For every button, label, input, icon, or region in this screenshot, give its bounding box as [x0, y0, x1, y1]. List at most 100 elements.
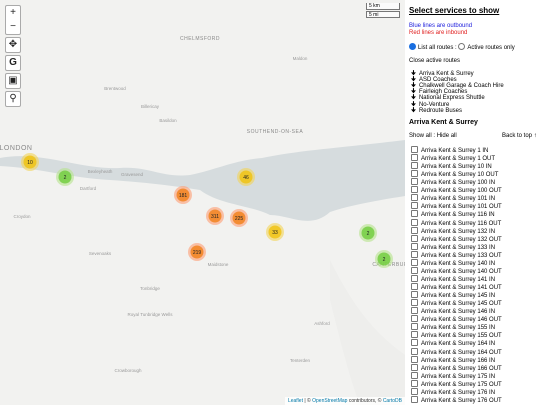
route-checkbox[interactable] — [411, 202, 418, 210]
hide-all[interactable]: Hide all — [436, 133, 457, 139]
route-checkbox[interactable] — [411, 266, 418, 274]
route-label: Arriva Kent & Surrey 166 OUT — [421, 365, 502, 372]
leaflet-link[interactable]: Leaflet — [287, 398, 303, 404]
cluster-core — [176, 188, 190, 202]
operator-link[interactable]: 🠋 Arriva Kent & Surrey — [411, 69, 474, 79]
show-all[interactable]: Show all — [409, 133, 432, 139]
route-checkbox[interactable] — [411, 194, 418, 202]
route-label: Arriva Kent & Surrey 116 IN — [421, 212, 495, 219]
radio-active[interactable] — [458, 43, 466, 50]
marker-cluster[interactable]: 10 — [21, 153, 39, 171]
back-to-top[interactable]: Back to top ↑ — [502, 133, 537, 139]
route-checkbox[interactable] — [411, 162, 418, 170]
cluster-core — [208, 209, 222, 223]
route-checkbox[interactable] — [411, 307, 418, 315]
route-checkbox[interactable] — [411, 291, 418, 299]
marker-cluster[interactable]: 181 — [174, 186, 192, 204]
radio-all[interactable] — [409, 43, 416, 50]
route-checkbox[interactable] — [411, 299, 418, 307]
route-checkbox[interactable] — [411, 146, 418, 153]
radio-row: List all routes : Active routes only — [409, 43, 515, 51]
route-checkbox[interactable] — [411, 170, 418, 178]
route-label: Arriva Kent & Surrey 10 IN — [421, 164, 492, 171]
place-label: Sevenoaks — [89, 251, 112, 256]
marker-cluster[interactable]: 2 — [375, 250, 393, 268]
route-checkbox[interactable] — [411, 210, 418, 218]
route-item: Arriva Kent & Surrey 145 IN — [411, 291, 495, 299]
place-label: Bexleyheath — [88, 169, 113, 174]
operator-link[interactable]: 🠋 National Express Shuttle — [411, 93, 485, 103]
route-item: Arriva Kent & Surrey 166 IN — [411, 355, 495, 364]
route-checkbox[interactable] — [411, 283, 418, 291]
route-checkbox[interactable] — [411, 186, 418, 194]
route-checkbox[interactable] — [411, 315, 418, 323]
route-checkbox[interactable] — [411, 178, 418, 186]
cluster-core — [268, 225, 282, 239]
operator-name: No-Venture — [418, 101, 450, 108]
route-checkbox[interactable] — [411, 242, 418, 250]
route-checkbox[interactable] — [411, 339, 418, 347]
route-checkbox[interactable] — [411, 355, 418, 363]
outbound-note: Blue lines are outbound — [409, 23, 473, 29]
map[interactable]: LONDON CHELMSFORD Billericay Basildon SOUTHE… — [0, 0, 405, 405]
carto-link[interactable]: CartoDB — [382, 398, 402, 404]
route-label: Arriva Kent & Surrey 101 OUT — [421, 204, 502, 211]
osm-link[interactable]: OpenStreetMap — [312, 398, 348, 404]
route-item: Arriva Kent & Surrey 146 OUT — [411, 315, 502, 323]
route-item: Arriva Kent & Surrey 176 OUT — [411, 395, 502, 404]
route-checkbox[interactable] — [411, 371, 418, 379]
route-checkbox[interactable] — [411, 258, 418, 266]
route-checkbox[interactable] — [411, 363, 418, 371]
close-active[interactable]: Close active routes — [409, 58, 461, 64]
marker-cluster[interactable]: 219 — [188, 243, 206, 261]
marker-cluster[interactable]: 33 — [266, 223, 284, 241]
marker-cluster[interactable]: 46 — [237, 168, 255, 186]
zoom-in[interactable]: + — [10, 7, 16, 18]
operator-link[interactable]: 🠋 Redroute Buses — [411, 106, 462, 116]
route-checkbox[interactable] — [411, 218, 418, 226]
g-button[interactable]: G — [5, 55, 21, 71]
route-checkbox[interactable] — [411, 387, 418, 395]
marker-cluster[interactable]: 225 — [230, 209, 248, 227]
arrow-icon: 🠋 — [411, 89, 416, 96]
operator-link[interactable]: 🠋 Fairleigh Coaches — [411, 87, 467, 97]
route-item: Arriva Kent & Surrey 175 OUT — [411, 379, 502, 388]
cluster-count: 311 — [211, 214, 219, 220]
operator-link[interactable]: 🠋 ASD Coaches — [411, 75, 457, 85]
route-item: Arriva Kent & Surrey 146 IN — [411, 307, 495, 315]
route-label: Arriva Kent & Surrey 140 OUT — [421, 268, 502, 275]
route-item: Arriva Kent & Surrey 176 IN — [411, 387, 495, 396]
route-checkbox[interactable] — [411, 226, 418, 234]
zoom-out[interactable]: − — [10, 21, 16, 32]
operator-name: Fairleigh Coaches — [418, 89, 468, 96]
route-checkbox[interactable] — [411, 154, 418, 162]
place-label: CHELMSFORD — [180, 36, 220, 42]
cluster-core — [239, 170, 253, 184]
operator-name: ASD Coaches — [418, 77, 457, 84]
route-label: Arriva Kent & Surrey 133 OUT — [421, 252, 502, 259]
bus-button[interactable]: ▣ — [5, 73, 21, 89]
route-item: Arriva Kent & Surrey 101 IN — [411, 194, 495, 202]
route-checkbox[interactable] — [411, 274, 418, 282]
route-checkbox[interactable] — [411, 347, 418, 355]
route-label: Arriva Kent & Surrey 145 IN — [421, 293, 496, 300]
locate-button[interactable]: ✥ — [5, 37, 21, 53]
route-checkbox[interactable] — [411, 395, 418, 403]
marker-cluster[interactable]: 2 — [56, 168, 74, 186]
operator-link[interactable]: 🠋 No-Venture — [411, 100, 449, 110]
route-checkbox[interactable] — [411, 323, 418, 331]
route-checkbox[interactable] — [411, 379, 418, 387]
route-label: Arriva Kent & Surrey 132 OUT — [421, 236, 502, 243]
place-label: Maldon — [293, 56, 308, 61]
route-checkbox[interactable] — [411, 234, 418, 242]
route-checkbox[interactable] — [411, 331, 418, 339]
route-item: Arriva Kent & Surrey 10 IN — [411, 162, 492, 170]
operator-link[interactable]: 🠋 Chalkwell Garage & Coach Hire — [411, 81, 504, 91]
search-button[interactable]: ⚲ — [5, 91, 21, 107]
place-label: Gravesend — [121, 172, 144, 177]
cluster-core — [23, 155, 37, 169]
marker-cluster[interactable]: 311 — [206, 207, 224, 225]
marker-cluster[interactable]: 2 — [359, 224, 377, 242]
route-checkbox[interactable] — [411, 250, 418, 258]
